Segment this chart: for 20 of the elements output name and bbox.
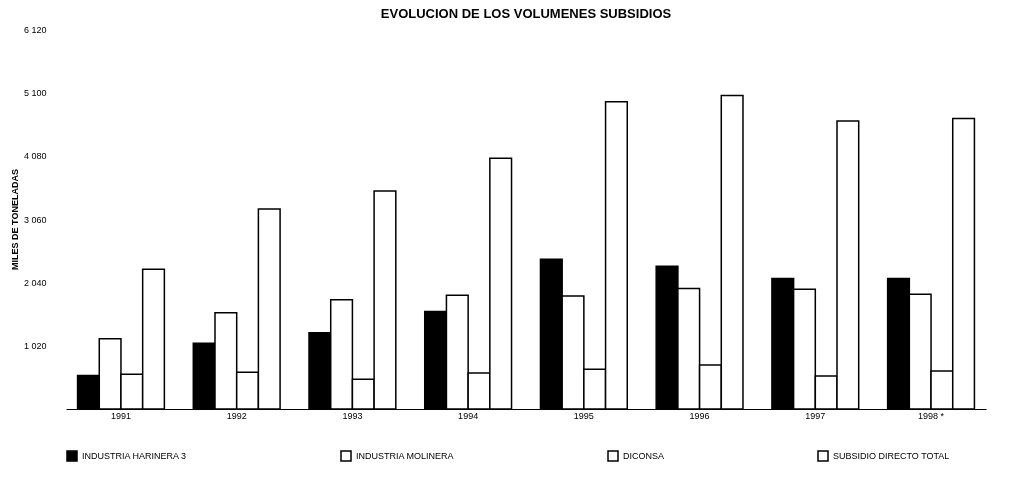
- x-tick-label: 1995: [573, 410, 594, 421]
- y-tick-label: 3 060: [23, 214, 47, 225]
- legend-label: DICONSA: [623, 451, 665, 461]
- y-tick-label: 4 080: [23, 151, 47, 162]
- x-tick-label: 1991: [110, 410, 131, 421]
- legend-label: INDUSTRIA HARINERA 3: [82, 451, 187, 461]
- y-tick-label: 1 020: [23, 341, 47, 352]
- x-tick-label: 1998 *: [918, 410, 945, 421]
- x-tick-label: 1992: [226, 410, 247, 421]
- y-tick-label: 5 100: [23, 87, 47, 98]
- legend-label: INDUSTRIA MOLINERA: [356, 451, 454, 461]
- chart-title: EVOLUCION DE LOS VOLUMENES SUBSIDIOS: [380, 6, 672, 21]
- x-tick-label: 1994: [458, 410, 479, 421]
- legend-label: SUBSIDIO DIRECTO TOTAL: [833, 451, 950, 461]
- y-axis-title: MILES DE TONELADAS: [9, 169, 20, 270]
- x-tick-label: 1993: [342, 410, 363, 421]
- y-tick-label: 2 040: [23, 277, 47, 288]
- y-tick-label: 6 120: [23, 24, 47, 35]
- x-tick-label: 1997: [805, 410, 826, 421]
- x-tick-label: 1996: [689, 410, 710, 421]
